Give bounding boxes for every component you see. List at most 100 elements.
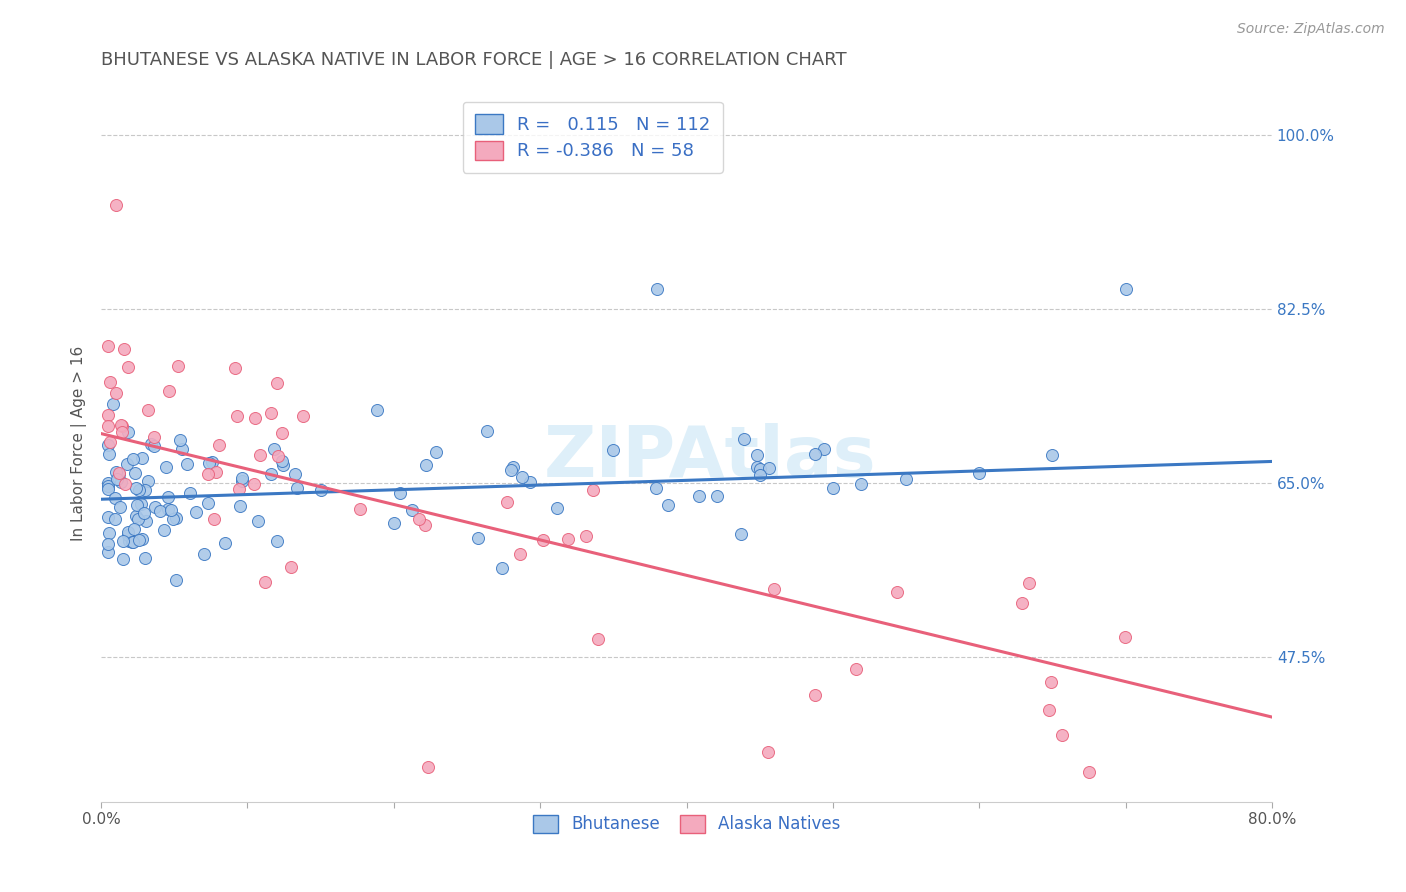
Point <box>214 535 236 549</box>
Point <box>851 477 873 491</box>
Point <box>176 457 198 471</box>
Point <box>129 497 152 511</box>
Point <box>225 409 247 423</box>
Point <box>110 425 132 439</box>
Point <box>231 471 253 485</box>
Point <box>162 512 184 526</box>
Point <box>105 466 128 480</box>
Point <box>172 442 194 457</box>
Point <box>139 437 162 451</box>
Point <box>804 447 827 461</box>
Point <box>657 498 679 512</box>
Point <box>104 386 127 401</box>
Point <box>165 573 187 587</box>
Point <box>134 550 156 565</box>
Point <box>509 547 531 561</box>
Point <box>198 456 221 470</box>
Point <box>519 475 541 489</box>
Point <box>117 524 139 539</box>
Point <box>496 494 519 508</box>
Point <box>127 512 149 526</box>
Point <box>167 359 190 373</box>
Point <box>602 442 624 457</box>
Point <box>477 424 499 438</box>
Point <box>1011 596 1033 610</box>
Point <box>200 454 222 468</box>
Point <box>155 460 177 475</box>
Point <box>134 506 156 520</box>
Point <box>491 561 513 575</box>
Point <box>688 489 710 503</box>
Point <box>111 533 134 548</box>
Point <box>157 384 180 398</box>
Point <box>756 745 779 759</box>
Point <box>401 502 423 516</box>
Point <box>804 688 827 702</box>
Point <box>121 534 143 549</box>
Point <box>110 417 132 432</box>
Point <box>125 509 148 524</box>
Point <box>105 472 128 486</box>
Point <box>97 544 120 558</box>
Point <box>125 481 148 495</box>
Point <box>97 438 120 452</box>
Point <box>229 499 252 513</box>
Point <box>758 461 780 475</box>
Point <box>582 483 605 497</box>
Point <box>762 582 785 596</box>
Point <box>186 505 208 519</box>
Point <box>104 491 127 505</box>
Y-axis label: In Labor Force | Age > 16: In Labor Force | Age > 16 <box>72 346 87 541</box>
Point <box>1115 282 1137 296</box>
Point <box>118 533 141 548</box>
Point <box>280 559 302 574</box>
Text: ZIPAtlas: ZIPAtlas <box>544 424 876 492</box>
Point <box>813 442 835 457</box>
Point <box>292 409 315 424</box>
Point <box>246 514 269 528</box>
Point <box>160 503 183 517</box>
Point <box>267 449 290 463</box>
Point <box>103 511 125 525</box>
Point <box>285 481 308 495</box>
Point <box>1050 728 1073 742</box>
Point <box>156 502 179 516</box>
Point <box>413 517 436 532</box>
Point <box>101 397 124 411</box>
Point <box>108 467 131 482</box>
Point <box>127 498 149 512</box>
Point <box>745 460 768 475</box>
Point <box>1018 576 1040 591</box>
Point <box>228 482 250 496</box>
Point <box>135 514 157 528</box>
Point <box>284 467 307 481</box>
Point <box>408 512 430 526</box>
Point <box>149 504 172 518</box>
Point <box>502 459 524 474</box>
Point <box>134 483 156 498</box>
Point <box>512 470 534 484</box>
Point <box>749 462 772 476</box>
Point <box>97 339 120 353</box>
Point <box>108 500 131 514</box>
Point <box>117 528 139 542</box>
Text: BHUTANESE VS ALASKA NATIVE IN LABOR FORCE | AGE > 16 CORRELATION CHART: BHUTANESE VS ALASKA NATIVE IN LABOR FORC… <box>101 51 846 69</box>
Point <box>112 551 135 566</box>
Point <box>249 449 271 463</box>
Point <box>98 447 121 461</box>
Point <box>169 433 191 447</box>
Point <box>97 537 120 551</box>
Point <box>208 438 231 452</box>
Point <box>136 403 159 417</box>
Point <box>117 360 139 375</box>
Point <box>886 585 908 599</box>
Point <box>1078 764 1101 779</box>
Point <box>270 426 292 441</box>
Text: Source: ZipAtlas.com: Source: ZipAtlas.com <box>1237 22 1385 37</box>
Point <box>845 662 868 676</box>
Point <box>117 425 139 439</box>
Point <box>309 483 332 497</box>
Point <box>533 533 555 548</box>
Point <box>111 419 134 434</box>
Legend: Bhutanese, Alaska Natives: Bhutanese, Alaska Natives <box>523 805 851 843</box>
